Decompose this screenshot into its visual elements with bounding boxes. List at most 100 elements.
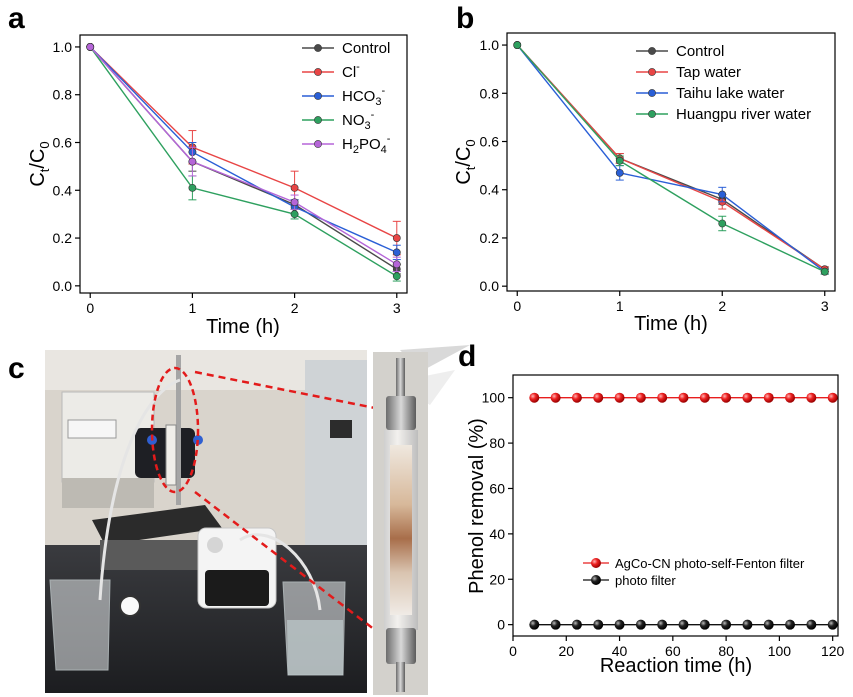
y-tick-label: 0.0 [53, 278, 73, 294]
legend-label: Tap water [676, 64, 741, 81]
series-line-2 [516, 44, 826, 273]
x-tick-label: 0 [513, 298, 521, 314]
chart-a-marks: 0 1 2 3 0.0 0.2 0.4 0.6 0.8 1.0 [53, 39, 401, 316]
data-point [529, 392, 540, 403]
data-point [678, 392, 689, 403]
chart-b-marks: 0 1 2 3 0.0 0.2 0.4 0.6 0.8 1.0 [480, 37, 829, 314]
x-tick-label: 80 [718, 643, 734, 659]
data-point [593, 392, 604, 403]
data-point [742, 392, 753, 403]
data-point [593, 619, 604, 630]
data-point [571, 619, 582, 630]
chart-d-legend: AgCo-CN photo-self-Fenton filter photo fi… [583, 556, 805, 588]
legend-label: photo filter [615, 573, 676, 588]
data-point [392, 272, 401, 281]
data-point [678, 619, 689, 630]
data-point [614, 619, 625, 630]
legend-marker [648, 110, 656, 118]
series-line-4 [89, 46, 398, 265]
legend-label: NO3- [342, 109, 375, 132]
data-point [188, 183, 197, 192]
x-tick-label: 1 [189, 300, 197, 316]
legend-label: Control [676, 43, 724, 60]
y-tick-label: 100 [482, 390, 506, 406]
chart-a: Time (h) Ct/C0 0 1 2 3 0.0 0.2 0.4 0.6 0.8 1.0 Co… [27, 34, 408, 338]
y-tick-label: 1.0 [480, 37, 500, 53]
series-line-3 [89, 46, 398, 277]
chart-b-ylabel: Ct/C0 [453, 139, 478, 184]
chart-d: Reaction time (h) Phenol removal (%) 0 20… [466, 374, 845, 677]
y-tick-label: 80 [489, 435, 505, 451]
x-tick-label: 2 [718, 298, 726, 314]
data-point [806, 619, 817, 630]
x-tick-label: 120 [821, 643, 845, 659]
highlight-ellipse [150, 366, 200, 494]
y-tick-label: 1.0 [53, 39, 73, 55]
data-point [290, 210, 299, 219]
legend-label: Cl- [342, 61, 360, 81]
x-tick-label: 40 [612, 643, 628, 659]
data-point [290, 198, 299, 207]
legend-label: H2PO4- [342, 133, 391, 156]
legend-label: Control [342, 40, 390, 57]
legend-marker [591, 558, 601, 568]
panel-letter-d: d [458, 340, 476, 373]
series-line-2 [89, 46, 398, 254]
y-tick-label: 0.4 [53, 182, 73, 198]
x-tick-label: 3 [393, 300, 401, 316]
reactor-body [135, 428, 195, 478]
data-point [657, 392, 668, 403]
chart-d-xlabel: Reaction time (h) [600, 655, 752, 677]
panel-letter-b: b [456, 2, 474, 35]
data-point [827, 619, 838, 630]
chart-d-marks: 0 20 40 60 80 100 120 0 20 40 60 80 100 [482, 390, 845, 659]
x-tick-label: 1 [616, 298, 624, 314]
data-point [513, 41, 522, 49]
data-point [529, 619, 540, 630]
legend-label: HCO3- [342, 85, 385, 108]
data-point [742, 619, 753, 630]
stage-platform [92, 505, 222, 545]
panel-letter-a: a [8, 2, 25, 35]
data-point [615, 168, 624, 177]
legend-marker [648, 68, 656, 76]
chart-a-ylabel: Ct/C0 [27, 141, 52, 186]
data-point [721, 392, 732, 403]
data-point [718, 190, 727, 199]
data-point [785, 392, 796, 403]
chart-a-legend: Control Cl- HCO3-NO3-H2PO4- [302, 40, 391, 156]
y-tick-label: 0 [497, 617, 505, 633]
y-tick-label: 0.8 [53, 87, 73, 103]
legend-marker [648, 89, 656, 97]
data-point [550, 392, 561, 403]
chart-d-ylabel: Phenol removal (%) [466, 418, 488, 594]
data-point [571, 392, 582, 403]
legend-label: AgCo-CN photo-self-Fenton filter [615, 556, 805, 571]
connector-bottom [194, 491, 376, 631]
data-point [635, 619, 646, 630]
chart-b-xlabel: Time (h) [634, 313, 708, 335]
data-point [188, 157, 197, 166]
chart-a-xlabel: Time (h) [206, 316, 280, 338]
legend-marker [591, 575, 601, 585]
x-tick-label: 100 [768, 643, 792, 659]
legend-label: Taihu lake water [676, 85, 784, 102]
y-tick-label: 0.2 [480, 230, 500, 246]
data-point [86, 43, 95, 51]
y-tick-label: 0.8 [480, 85, 500, 101]
legend-marker [314, 44, 322, 52]
series-line-1 [89, 46, 398, 239]
series-line-0 [516, 44, 826, 270]
data-point [718, 219, 727, 228]
data-point [392, 234, 401, 242]
y-tick-label: 0.4 [480, 182, 500, 198]
legend-label: Huangpu river water [676, 106, 811, 123]
data-point [699, 392, 710, 403]
x-tick-label: 3 [821, 298, 829, 314]
data-point [635, 392, 646, 403]
data-point [392, 248, 401, 257]
chart-b-frame [506, 32, 836, 292]
support-rod [176, 355, 181, 505]
data-point [806, 392, 817, 403]
